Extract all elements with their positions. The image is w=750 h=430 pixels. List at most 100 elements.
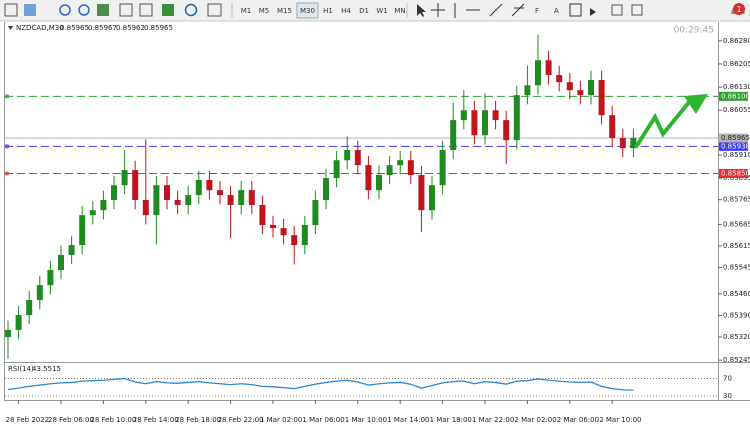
x-tick-label: 1 Mar 22:00: [472, 416, 514, 424]
candle-body: [174, 200, 181, 205]
candle-body: [630, 138, 637, 149]
candle-body: [259, 204, 266, 226]
candle-body: [195, 179, 202, 196]
period-icon[interactable]: [184, 3, 198, 17]
candle-body: [5, 329, 11, 338]
candle-body: [217, 190, 223, 196]
y-tick-label: 0.85545: [723, 264, 750, 272]
candle-body: [206, 179, 213, 191]
candle-body: [238, 190, 245, 205]
candle-body: [270, 225, 276, 229]
candle-body: [79, 215, 86, 246]
candle-body: [376, 175, 382, 191]
annotation-arrow: [634, 99, 692, 149]
candle-body: [15, 315, 22, 330]
candle-body: [280, 228, 287, 236]
level-anchor: [5, 171, 9, 176]
tool-icon[interactable]: [24, 4, 36, 16]
channel-tool[interactable]: [511, 3, 525, 17]
level-label: 0.85850: [721, 169, 750, 177]
text-tool[interactable]: A: [554, 7, 559, 15]
y-tick-label: 0.86130: [723, 83, 750, 91]
timer: 00:29:45: [674, 26, 714, 36]
arrows-tool[interactable]: [590, 8, 596, 16]
candle-body: [556, 75, 563, 83]
template-icon[interactable]: [207, 3, 222, 17]
x-tick-label: 1 Mar 10:00: [345, 416, 387, 424]
fibo-tool[interactable]: F: [535, 7, 539, 15]
quote: 0.85965 0.85967 0.85962 0.85965: [60, 24, 173, 32]
candle-body: [132, 170, 139, 201]
candles-icon[interactable]: [139, 3, 153, 17]
current-price-label: 0.85965: [721, 134, 750, 142]
level-box: [719, 168, 748, 178]
candle-body: [492, 110, 499, 121]
candle-body: [344, 150, 351, 161]
cursor-tool[interactable]: [417, 4, 426, 17]
timeframe[interactable]: M5: [259, 7, 270, 15]
rsi-name: RSI(14): [8, 365, 34, 373]
plot: 0.86280 0.86205 0.86130 0.86055 0.85910 0.858…: [5, 34, 750, 424]
y-tick-label: 0.85390: [723, 311, 750, 319]
menu-icon[interactable]: [631, 4, 643, 16]
candle-body: [429, 185, 435, 211]
zoom-in[interactable]: [59, 4, 71, 16]
candle-body: [100, 200, 107, 211]
y-tick-label: 0.85685: [723, 220, 750, 228]
level-label: 0.86100: [721, 92, 750, 100]
candle-body: [598, 80, 605, 116]
bars-icon[interactable]: [119, 3, 133, 17]
candle-body: [386, 165, 393, 176]
timeframe[interactable]: D1: [359, 7, 369, 15]
candle-body: [513, 95, 520, 141]
timeframe[interactable]: H4: [341, 7, 351, 15]
x-tick-label: 28 Feb 06:00: [48, 416, 94, 424]
x-tick-label: 28 Feb 10:00: [90, 416, 136, 424]
candle-body: [89, 210, 96, 216]
menu-icon[interactable]: [611, 4, 623, 16]
candle-body: [323, 178, 329, 201]
timeframe[interactable]: M30: [300, 7, 315, 15]
level-box: [719, 91, 748, 101]
candle-body: [26, 299, 33, 316]
candle-body: [301, 225, 308, 246]
x-tick-label: 28 Feb 14:00: [133, 416, 179, 424]
candle-body: [121, 170, 128, 186]
timeframe[interactable]: M1: [241, 7, 252, 15]
candle-body: [460, 110, 467, 121]
label-tool[interactable]: [569, 3, 582, 17]
timeframe[interactable]: H1: [323, 7, 333, 15]
x-tick-label: 28 Feb 22:00: [218, 416, 264, 424]
y-tick-label: 0.86280: [723, 37, 750, 45]
level-anchor: [5, 144, 9, 149]
candle-body: [524, 85, 531, 96]
crosshair-tool[interactable]: [431, 3, 445, 17]
y-tick-label: 0.85460: [723, 290, 750, 298]
candle-body: [142, 200, 149, 216]
rsi-tick-label: 30: [723, 392, 732, 400]
zoom-out[interactable]: [78, 4, 90, 16]
candle-body: [291, 235, 298, 246]
tile-icon[interactable]: [97, 4, 109, 16]
candle-body: [471, 110, 478, 136]
candle-body: [164, 185, 170, 201]
notification-badge[interactable]: [733, 3, 745, 15]
candle-body: [577, 90, 584, 96]
candle-body: [227, 195, 234, 205]
timeframe[interactable]: MN: [394, 7, 405, 15]
candle-body: [185, 195, 192, 205]
x-tick-label: 1 Mar 06:00: [302, 416, 344, 424]
x-tick-label: 2 Mar 06:00: [557, 416, 599, 424]
candle-body: [450, 120, 457, 151]
candle-body: [407, 160, 414, 176]
indicator-icon[interactable]: [162, 4, 174, 16]
trendline-tool[interactable]: [489, 3, 503, 17]
candle-body: [333, 160, 340, 179]
y-tick-label: 0.86205: [723, 60, 750, 68]
toolbar: M1 M5 M15 M30 H1 H4 D1 W1 MN F A 1: [0, 0, 750, 22]
tool-icon[interactable]: [4, 3, 18, 17]
timeframe[interactable]: M15: [277, 7, 292, 15]
timeframe[interactable]: W1: [376, 7, 387, 15]
y-tick-label: 0.86055: [723, 106, 750, 114]
